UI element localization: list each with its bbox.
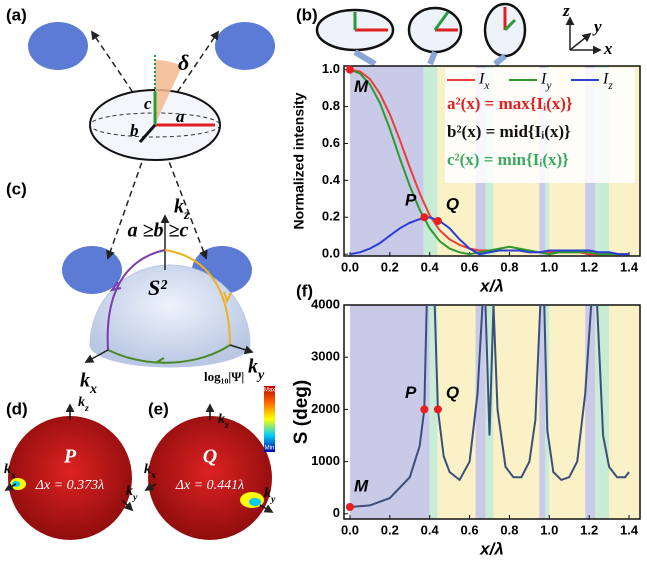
sphere-label: S² xyxy=(148,275,167,300)
axis-label: b xyxy=(130,121,139,140)
x-tick-label: 0.6 xyxy=(461,522,479,537)
point-label: P xyxy=(405,383,417,402)
chart: 0.0 0.2 0.4 0.6 0.8 1.0 1.2 1.4 0 1000 2000 3000 400… xyxy=(291,296,640,558)
y-tick-label: 3000 xyxy=(311,349,340,364)
axis-icon-label: z xyxy=(562,1,570,20)
ellipsoid-icons xyxy=(317,4,600,64)
x-tick-label: 1.2 xyxy=(580,259,598,274)
point xyxy=(434,217,442,225)
x-tick-label: 0.2 xyxy=(381,522,399,537)
y-tick-label: 0 xyxy=(333,505,340,520)
y-tick-label: 0.0 xyxy=(322,246,340,261)
x-tick-label: 0.4 xyxy=(421,259,440,274)
region xyxy=(549,305,585,519)
diagram-d xyxy=(6,405,132,540)
point-label: M xyxy=(354,476,369,495)
x-tick-label: 0.8 xyxy=(500,259,518,274)
axis-label: kz xyxy=(78,395,89,414)
x-axis-label: x/λ xyxy=(479,539,504,558)
panel-label: (c) xyxy=(6,179,27,198)
x-tick-label: 0.0 xyxy=(341,259,359,274)
x-tick-label: 0.8 xyxy=(500,522,518,537)
x-tick-label: 1.4 xyxy=(620,259,639,274)
shape xyxy=(249,498,261,506)
y-axis-label: Normalized intensity xyxy=(291,92,307,229)
annotation: c²(x) = min{Iᵢ(x)} xyxy=(447,150,569,169)
region xyxy=(609,305,640,519)
shift-label: Δx = 0.373λ xyxy=(35,478,104,493)
region xyxy=(424,66,438,256)
shift-label: Δx = 0.441λ xyxy=(175,478,244,493)
axis-icon-label: y xyxy=(592,17,602,36)
x-tick-label: 0.4 xyxy=(421,522,440,537)
blob xyxy=(215,22,275,70)
point-label: Q xyxy=(446,383,459,402)
colorbar-min: Min xyxy=(265,446,275,452)
point-label: P xyxy=(405,191,417,210)
blob xyxy=(28,22,88,70)
relation: a ≥b ≥c xyxy=(128,220,189,242)
x-tick-label: 1.2 xyxy=(580,522,598,537)
point xyxy=(420,405,428,413)
angle-label: δ xyxy=(178,50,189,75)
figure: (a) (b) (c) (d) (e) (f) δ c a b a ≥b ≥c … xyxy=(0,0,647,565)
x-tick-label: 0.6 xyxy=(461,259,479,274)
panel-label: (b) xyxy=(296,5,318,24)
axis-label: kx xyxy=(80,370,97,397)
y-tick-label: 0.2 xyxy=(322,209,340,224)
y-tick-label: 0.4 xyxy=(322,172,341,187)
x-tick-label: 1.0 xyxy=(540,522,558,537)
y-axis-label: S (deg) xyxy=(291,380,312,444)
panel-label: (d) xyxy=(6,399,28,418)
axis-icon-label: x xyxy=(603,39,613,58)
x-tick-label: 1.4 xyxy=(620,522,639,537)
colorbar-title: log₁₀|Ψ| xyxy=(204,369,244,384)
y-tick-label: 0.6 xyxy=(322,135,340,150)
x-tick-label: 0.2 xyxy=(381,259,399,274)
region xyxy=(493,305,539,519)
axis-label: a xyxy=(176,107,185,126)
point-label: M xyxy=(354,77,369,96)
y-tick-label: 4000 xyxy=(311,296,340,311)
x-tick-label: 1.0 xyxy=(540,259,558,274)
point xyxy=(434,405,442,413)
y-tick-label: 1.0 xyxy=(322,61,340,76)
point-label: Q xyxy=(203,446,217,468)
y-tick-label: 1000 xyxy=(311,453,340,468)
axis-label: c xyxy=(144,94,152,113)
annotation: b²(x) = mid{Iᵢ(x)} xyxy=(447,122,571,141)
colorbar xyxy=(264,386,275,452)
colorbar-max: Max xyxy=(264,388,275,394)
panel-label: (a) xyxy=(6,5,27,24)
x-axis-label: x/λ xyxy=(479,276,504,295)
point xyxy=(346,503,354,511)
point-label: Q xyxy=(446,194,459,213)
point xyxy=(420,213,428,221)
x-tick-label: 0.0 xyxy=(341,522,359,537)
y-tick-label: 2000 xyxy=(311,401,340,416)
y-tick-label: 0.8 xyxy=(322,98,340,113)
chart: 0.0 0.2 0.4 0.6 0.8 1.0 1.2 1.4 0.0 0.2 0.4 0.6 0.8 1… xyxy=(291,61,640,295)
diagram-e xyxy=(146,405,272,540)
shape xyxy=(570,34,590,50)
panel-label: (e) xyxy=(148,399,169,418)
annotation: a²(x) = max{Iᵢ(x)} xyxy=(447,94,573,113)
point xyxy=(346,66,354,74)
region xyxy=(438,305,476,519)
point-label: P xyxy=(63,446,77,468)
axis-label: ky xyxy=(248,356,265,383)
blob xyxy=(62,246,122,294)
region xyxy=(585,305,595,519)
shape xyxy=(355,52,505,64)
